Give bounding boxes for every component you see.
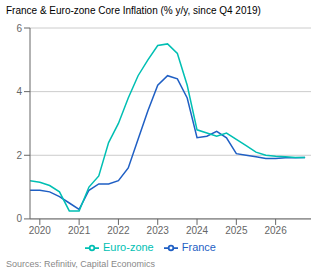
- html-text:France & Euro-zone Core Inflat: France & Euro-zone Core Inflation (% y/y…: [6, 5, 261, 16]
- svg-text:2024: 2024: [186, 225, 209, 236]
- svg-text:2026: 2026: [265, 225, 288, 236]
- svg-text:0: 0: [16, 213, 22, 224]
- svg-text:2: 2: [16, 150, 22, 161]
- svg-text:2020: 2020: [29, 225, 52, 236]
- svg-text:2021: 2021: [68, 225, 91, 236]
- html-text:Sources: Refinitiv, Capital Ec: Sources: Refinitiv, Capital Economics: [6, 259, 155, 269]
- html-text:Euro-zone: Euro-zone: [103, 240, 154, 253]
- svg-text:2022: 2022: [107, 225, 130, 236]
- svg-text:2023: 2023: [147, 225, 170, 236]
- svg-text:2025: 2025: [225, 225, 248, 236]
- svg-text:6: 6: [16, 23, 22, 34]
- html-text:France: France: [181, 240, 216, 253]
- svg-text:4: 4: [16, 86, 22, 97]
